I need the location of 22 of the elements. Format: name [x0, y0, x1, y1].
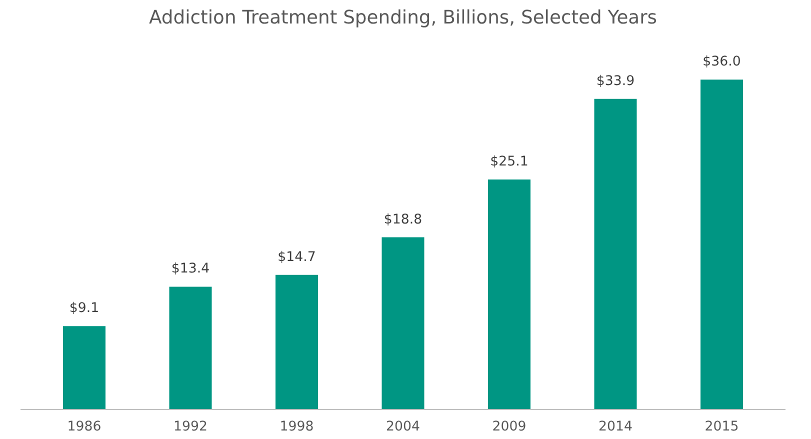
bar	[276, 274, 318, 410]
bar	[488, 180, 530, 410]
x-tick-label: 2014	[598, 420, 632, 434]
x-tick-label: 1992	[174, 420, 208, 434]
x-tick-label: 2015	[704, 420, 739, 434]
data-label: $13.4	[171, 262, 210, 277]
data-label: $14.7	[278, 250, 316, 265]
bar	[594, 98, 637, 410]
bar	[700, 80, 743, 410]
data-label: $18.8	[384, 212, 422, 228]
bar	[169, 286, 212, 410]
x-tick-label: 2004	[386, 420, 420, 434]
chart-title: Addiction Treatment Spending, Billions, Selected Years	[149, 8, 657, 28]
x-tick-label: 2009	[492, 420, 526, 434]
data-label: $36.0	[702, 54, 741, 70]
data-label: $9.1	[69, 301, 100, 316]
x-tick-label: 1986	[67, 420, 102, 434]
data-label: $25.1	[490, 154, 528, 170]
bar	[382, 237, 424, 410]
bar	[63, 326, 106, 410]
x-tick-label: 1998	[280, 420, 314, 434]
data-label: $33.9	[596, 74, 635, 89]
